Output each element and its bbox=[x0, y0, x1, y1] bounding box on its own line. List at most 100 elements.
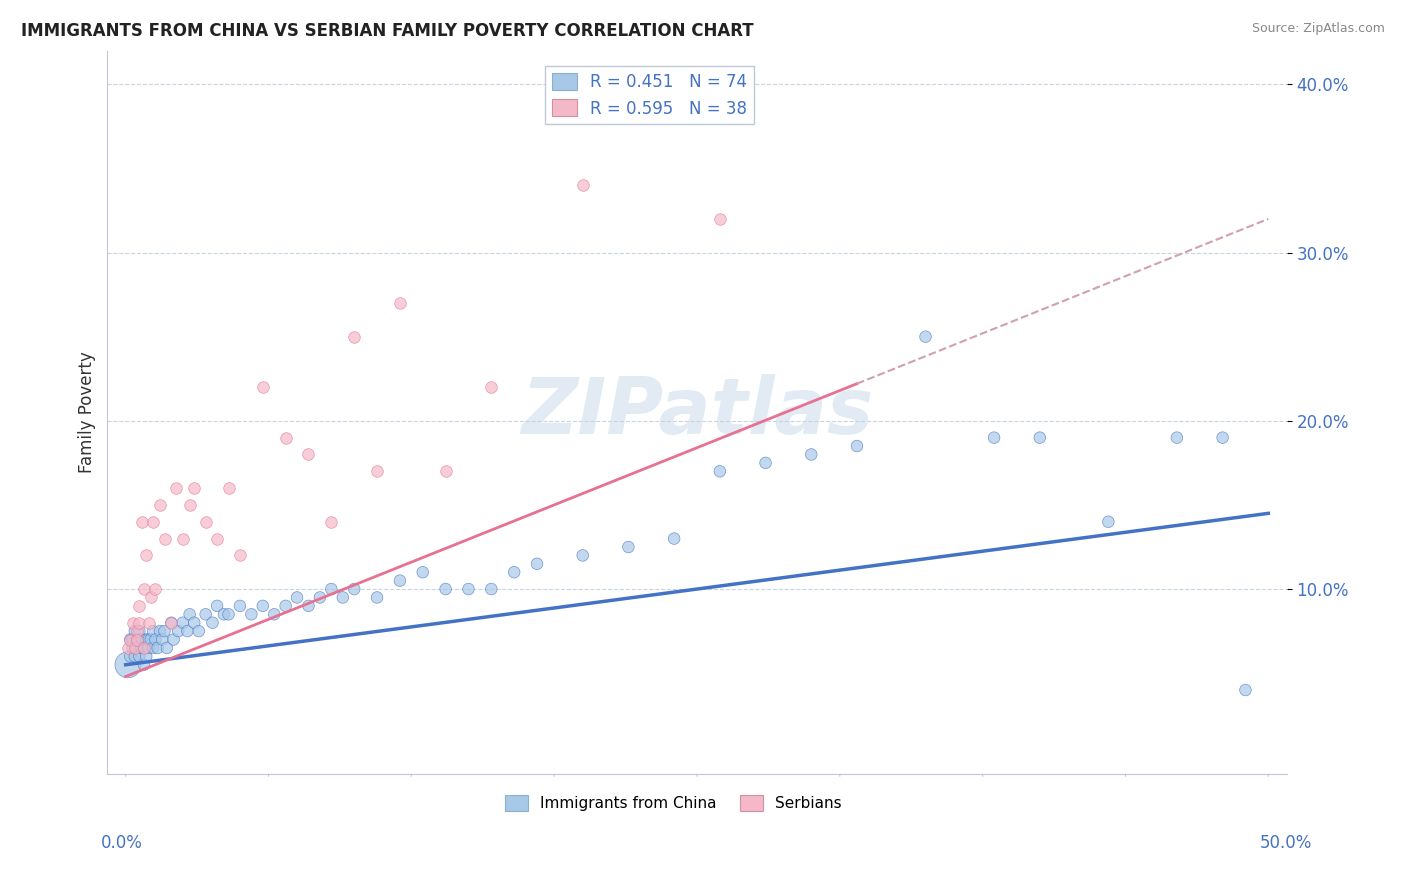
Point bbox=[285, 591, 308, 605]
Point bbox=[343, 329, 366, 343]
Point bbox=[132, 640, 155, 655]
Point bbox=[128, 615, 150, 630]
Point bbox=[194, 515, 217, 529]
Point bbox=[914, 329, 936, 343]
Text: 50.0%: 50.0% bbox=[1260, 834, 1312, 852]
Point bbox=[434, 582, 457, 596]
Point bbox=[1029, 431, 1052, 445]
Point bbox=[503, 566, 526, 580]
Point bbox=[457, 582, 479, 596]
Point bbox=[205, 599, 228, 613]
Point bbox=[229, 549, 252, 563]
Point bbox=[274, 431, 297, 445]
Point bbox=[160, 615, 183, 630]
Point bbox=[983, 431, 1005, 445]
Point bbox=[212, 607, 235, 622]
Point bbox=[150, 632, 173, 647]
Point bbox=[124, 649, 146, 664]
Point bbox=[156, 640, 179, 655]
Point bbox=[617, 540, 640, 554]
Point bbox=[142, 640, 165, 655]
Point bbox=[135, 649, 157, 664]
Point bbox=[205, 532, 228, 546]
Point bbox=[252, 380, 274, 394]
Point bbox=[149, 498, 172, 512]
Point bbox=[800, 447, 823, 461]
Point bbox=[183, 615, 205, 630]
Point bbox=[128, 599, 150, 613]
Point bbox=[571, 178, 593, 193]
Point bbox=[145, 582, 167, 596]
Point bbox=[121, 640, 143, 655]
Point bbox=[321, 515, 343, 529]
Point bbox=[1234, 683, 1257, 698]
Point bbox=[172, 532, 194, 546]
Point bbox=[176, 624, 198, 639]
Point bbox=[160, 615, 183, 630]
Point bbox=[846, 439, 869, 453]
Point bbox=[1166, 431, 1188, 445]
Point bbox=[366, 591, 388, 605]
Point bbox=[709, 211, 731, 226]
Point bbox=[274, 599, 297, 613]
Point bbox=[121, 615, 143, 630]
Point bbox=[146, 640, 169, 655]
Point bbox=[131, 640, 153, 655]
Point bbox=[121, 632, 143, 647]
Point bbox=[754, 456, 776, 470]
Point bbox=[127, 624, 149, 639]
Point bbox=[138, 632, 160, 647]
Point bbox=[571, 549, 593, 563]
Point bbox=[120, 632, 142, 647]
Point bbox=[252, 599, 274, 613]
Point bbox=[142, 515, 165, 529]
Point bbox=[153, 532, 176, 546]
Text: ZIPatlas: ZIPatlas bbox=[520, 375, 873, 450]
Point bbox=[434, 464, 457, 478]
Point bbox=[479, 380, 502, 394]
Point bbox=[132, 640, 155, 655]
Point bbox=[187, 624, 209, 639]
Point bbox=[218, 481, 240, 495]
Text: IMMIGRANTS FROM CHINA VS SERBIAN FAMILY POVERTY CORRELATION CHART: IMMIGRANTS FROM CHINA VS SERBIAN FAMILY … bbox=[21, 22, 754, 40]
Point bbox=[128, 624, 150, 639]
Point bbox=[131, 515, 153, 529]
Point bbox=[263, 607, 285, 622]
Point bbox=[321, 582, 343, 596]
Point bbox=[332, 591, 354, 605]
Point bbox=[240, 607, 263, 622]
Point bbox=[167, 624, 190, 639]
Point bbox=[135, 632, 157, 647]
Point bbox=[412, 566, 434, 580]
Point bbox=[229, 599, 252, 613]
Point bbox=[388, 574, 411, 588]
Point bbox=[163, 632, 186, 647]
Point bbox=[127, 640, 149, 655]
Point bbox=[153, 624, 176, 639]
Y-axis label: Family Poverty: Family Poverty bbox=[79, 351, 96, 474]
Point bbox=[127, 632, 149, 647]
Point bbox=[117, 657, 139, 672]
Point bbox=[172, 615, 194, 630]
Point bbox=[366, 464, 388, 478]
Point bbox=[1097, 515, 1119, 529]
Point bbox=[179, 607, 201, 622]
Point bbox=[138, 640, 160, 655]
Point bbox=[297, 599, 319, 613]
Point bbox=[139, 632, 162, 647]
Point bbox=[124, 624, 146, 639]
Point bbox=[201, 615, 224, 630]
Point bbox=[127, 632, 149, 647]
Legend: Immigrants from China, Serbians: Immigrants from China, Serbians bbox=[499, 789, 848, 817]
Point bbox=[139, 591, 162, 605]
Point bbox=[1212, 431, 1234, 445]
Point bbox=[343, 582, 366, 596]
Point bbox=[124, 640, 146, 655]
Point bbox=[138, 615, 160, 630]
Point bbox=[526, 557, 548, 571]
Point bbox=[117, 640, 139, 655]
Point bbox=[120, 649, 142, 664]
Point bbox=[662, 532, 685, 546]
Point bbox=[709, 464, 731, 478]
Point bbox=[145, 632, 167, 647]
